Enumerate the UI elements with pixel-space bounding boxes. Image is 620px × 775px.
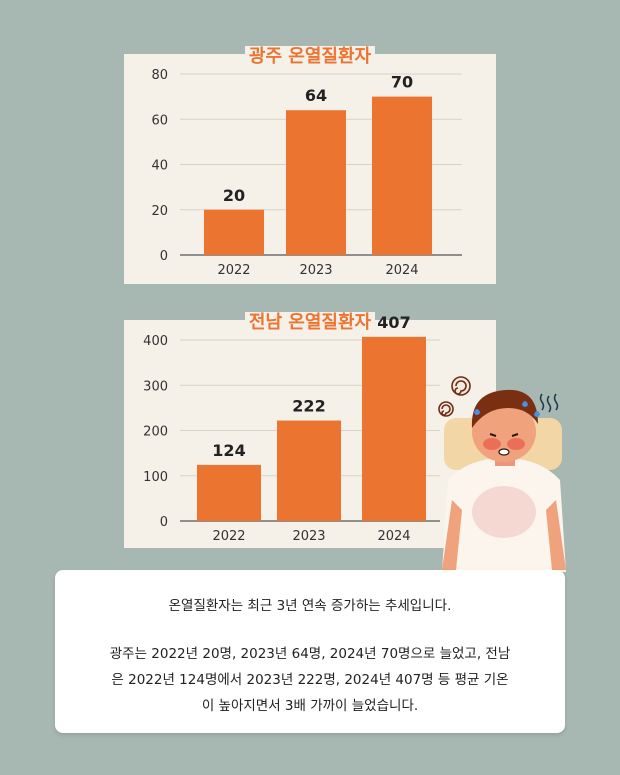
bar-2024 [362, 336, 426, 521]
data-label: 64 [305, 86, 327, 105]
bar-2022 [204, 209, 264, 255]
summary-text-box: 온열질환자는 최근 3년 연속 증가하는 추세입니다. 광주는 2022년 20… [55, 570, 565, 733]
x-tick-label: 2023 [292, 529, 325, 544]
x-tick-label: 2022 [217, 263, 250, 278]
data-label: 407 [377, 313, 410, 332]
summary-line-3: 은 2022년 124명에서 2023년 222명, 2024년 407명 등 … [111, 672, 509, 688]
heat-wave-icon [539, 393, 559, 413]
chart-title-jeonnam: 전남 온열질환자 [0, 308, 620, 334]
summary-line-1: 온열질환자는 최근 3년 연속 증가하는 추세입니다. [168, 598, 452, 614]
dizzy-swirl-icon [438, 376, 471, 417]
data-label: 222 [292, 397, 325, 416]
bar-2024 [372, 96, 432, 255]
bar-2022 [197, 464, 261, 521]
data-label: 70 [391, 73, 413, 92]
bar-2023 [277, 420, 341, 521]
chart-title-gwangju: 광주 온열질환자 [0, 42, 620, 68]
bar-chart-gwangju: 0 20 40 60 80 20 2022 64 2023 70 2024 [151, 68, 462, 278]
x-tick-label: 2024 [377, 529, 410, 544]
bar-2023 [286, 110, 346, 255]
summary-line-2: 광주는 2022년 20명, 2023년 64명, 2024년 70명으로 늘었… [109, 646, 511, 662]
x-tick-label: 2023 [299, 263, 332, 278]
y-tick-label: 40 [151, 159, 168, 174]
bar-chart-jeonnam: 0 100 200 300 400 124 2022 222 2023 407 2024 [143, 313, 440, 544]
y-tick-label: 0 [160, 249, 168, 264]
x-tick-label: 2024 [385, 263, 418, 278]
y-tick-label: 20 [151, 204, 168, 219]
y-tick-label: 100 [143, 470, 168, 485]
y-tick-label: 400 [143, 334, 168, 349]
y-tick-label: 60 [151, 113, 168, 128]
summary-line-4: 이 높아지면서 3배 가까이 늘었습니다. [201, 698, 419, 714]
y-tick-label: 300 [143, 379, 168, 394]
x-tick-label: 2022 [212, 529, 245, 544]
y-tick-label: 80 [151, 68, 168, 83]
data-label: 20 [223, 186, 245, 205]
chart-title-text: 전남 온열질환자 [244, 312, 376, 333]
data-label: 124 [212, 441, 245, 460]
y-tick-label: 200 [143, 425, 168, 440]
y-tick-label: 0 [160, 515, 168, 530]
chart-title-text: 광주 온열질환자 [244, 46, 376, 67]
